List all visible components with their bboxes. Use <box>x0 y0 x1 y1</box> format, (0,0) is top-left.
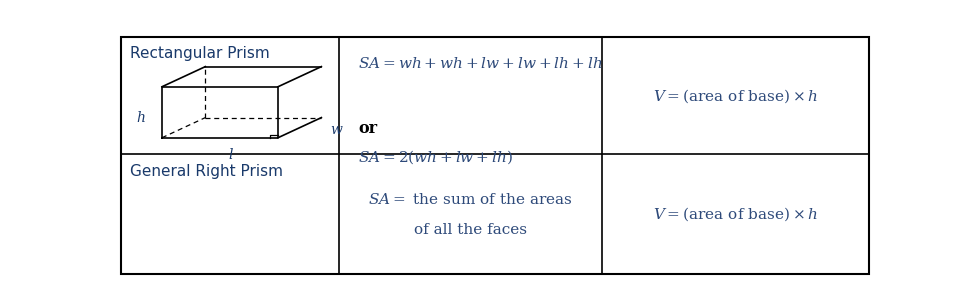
Text: $V = (\mathrm{area\ of\ base})\times h$: $V = (\mathrm{area\ of\ base})\times h$ <box>653 87 818 104</box>
Text: $w$: $w$ <box>330 123 344 137</box>
Text: Rectangular Prism: Rectangular Prism <box>129 47 270 62</box>
Text: $h$: $h$ <box>136 110 146 124</box>
Text: $SA = wh + wh + lw + lw + lh + lh$: $SA = wh + wh + lw + lw + lh + lh$ <box>358 56 603 71</box>
Text: $SA = $ the sum of the areas: $SA = $ the sum of the areas <box>368 192 573 207</box>
Text: $l$: $l$ <box>228 147 234 162</box>
Text: $V = (\mathrm{area\ of\ base})\times h$: $V = (\mathrm{area\ of\ base})\times h$ <box>653 205 818 223</box>
Text: $SA = 2(wh + lw + lh)$: $SA = 2(wh + lw + lh)$ <box>358 148 513 166</box>
Text: of all the faces: of all the faces <box>414 223 527 237</box>
Text: or: or <box>358 120 377 137</box>
Text: General Right Prism: General Right Prism <box>129 164 283 179</box>
